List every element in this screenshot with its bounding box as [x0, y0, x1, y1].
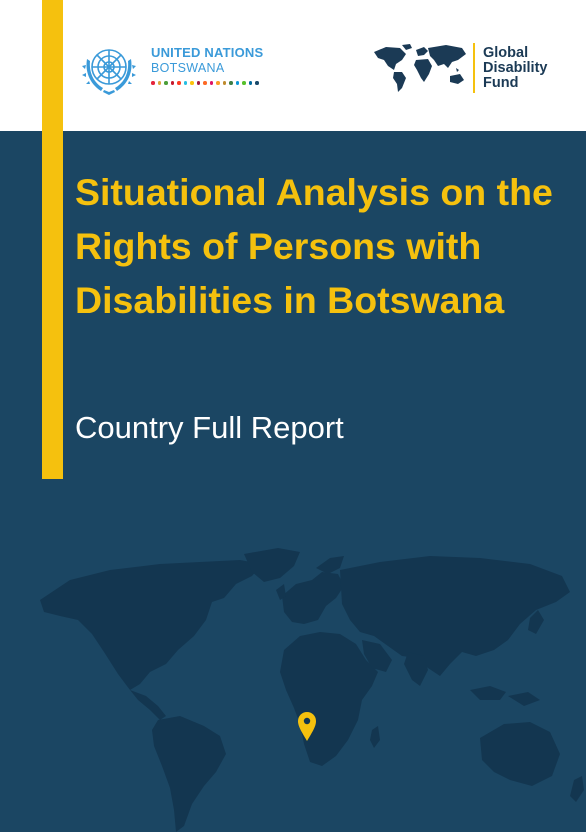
world-map-icon — [374, 44, 466, 92]
report-title: Situational Analysis on the Rights of Pe… — [75, 171, 553, 321]
sdg-dot — [170, 81, 174, 85]
un-org-name: UNITED NATIONS — [151, 45, 264, 61]
sdg-dot — [235, 81, 239, 85]
gdf-line-3: Fund — [483, 74, 519, 91]
sdg-dot — [255, 81, 259, 85]
sdg-dot — [248, 81, 252, 85]
un-country-name: BOTSWANA — [151, 61, 225, 76]
sdg-dot — [196, 81, 200, 85]
sdg-dot — [164, 81, 168, 85]
sdg-color-dots — [151, 81, 263, 85]
sdg-dot — [203, 81, 207, 85]
accent-bar — [42, 0, 63, 479]
sdg-dot — [157, 81, 161, 85]
sdg-dot — [242, 81, 246, 85]
sdg-dot — [216, 81, 220, 85]
gdf-line-1: Global — [483, 44, 529, 61]
sdg-dot — [151, 81, 155, 85]
sdg-dot — [229, 81, 233, 85]
gdf-name: Global Disability Fund — [483, 44, 548, 91]
location-pin-icon — [298, 712, 316, 741]
sdg-dot — [177, 81, 181, 85]
sdg-dot — [190, 81, 194, 85]
global-disability-fund-logo: Global Disability Fund — [372, 42, 547, 94]
world-map-icon — [40, 548, 584, 832]
un-botswana-logo: UNITED NATIONS BOTSWANA — [81, 41, 263, 97]
sdg-dot — [222, 81, 226, 85]
gdf-divider — [473, 43, 475, 93]
report-subtitle: Country Full Report — [75, 410, 344, 445]
gdf-line-2: Disability — [483, 59, 548, 76]
un-text-block: UNITED NATIONS BOTSWANA — [151, 45, 263, 85]
un-emblem-icon — [82, 49, 136, 95]
sdg-dot — [183, 81, 187, 85]
sdg-dot — [209, 81, 213, 85]
